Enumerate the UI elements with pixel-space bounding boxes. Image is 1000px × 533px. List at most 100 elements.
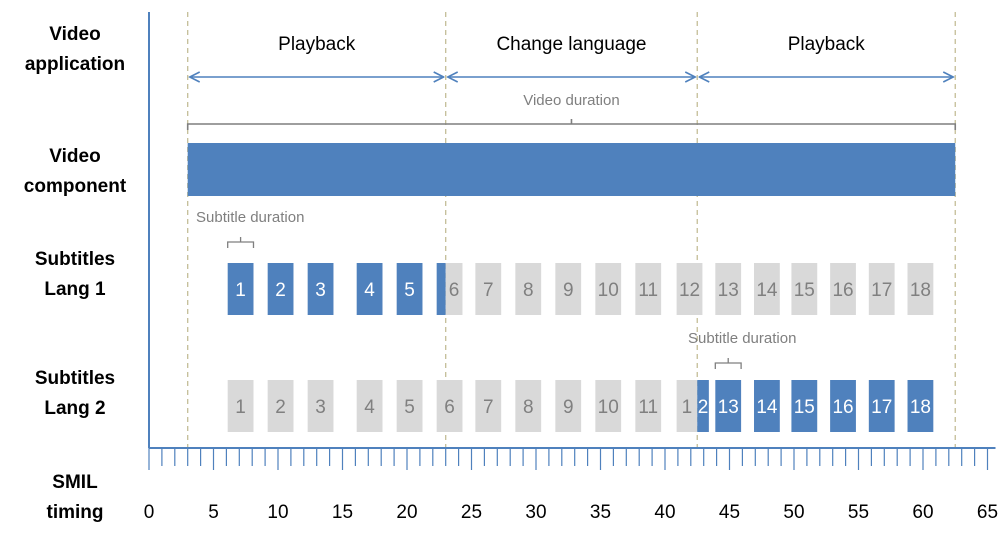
lang2-subtitle-block — [267, 380, 294, 432]
lang2-subtitle-block-label: 2 — [275, 397, 286, 418]
axis-tick-label: 15 — [332, 502, 353, 523]
axis-tick-label: 25 — [461, 502, 482, 523]
axis-tick-label: 5 — [208, 502, 219, 523]
lang2-subtitle-block — [791, 380, 818, 432]
lang2-subtitle-block — [715, 380, 742, 432]
lang2-subtitle-block — [595, 380, 622, 432]
lang2-subtitle-block — [754, 380, 780, 432]
lang2-subtitle-block-label: 3 — [315, 397, 326, 418]
row-label-video-component: Video component — [0, 142, 150, 202]
lang2-subtitle-block — [436, 380, 463, 432]
subtitle-duration-bracket — [714, 358, 742, 369]
lang1-subtitle-block — [676, 263, 703, 315]
lang1-subtitle-block — [267, 263, 294, 315]
lang1-subtitle-block — [907, 263, 934, 315]
row-label-line: Lang 1 — [44, 279, 106, 300]
lang2-subtitle-block-label: 15 — [794, 397, 815, 418]
row-label-subtitles-lang2: Subtitles Lang 2 — [0, 364, 150, 424]
axis-tick-label: 55 — [848, 502, 869, 523]
lang1-subtitle-block-label: 16 — [832, 280, 853, 301]
lang1-subtitle-block-label: 13 — [718, 280, 739, 301]
phase-label: Change language — [496, 34, 646, 55]
lang2-subtitle-block-label: 9 — [563, 397, 574, 418]
lang1-subtitle-block — [595, 263, 622, 315]
lang2-subtitle-block — [868, 380, 895, 432]
subtitle-duration-label: Subtitle duration — [196, 209, 304, 226]
lang1-subtitle-block-label: 9 — [563, 280, 574, 301]
lang1-subtitle-block-label: 8 — [523, 280, 534, 301]
lang1-subtitle-block — [445, 263, 463, 315]
axis-tick-label: 45 — [719, 502, 740, 523]
row-label-video-application: Video application — [0, 20, 150, 80]
lang1-subtitle-block — [791, 263, 818, 315]
lang1-subtitle-block — [830, 263, 856, 315]
video-component-bar — [187, 143, 956, 196]
row-label-smil-timing: SMIL timing — [0, 468, 150, 528]
lang1-subtitle-block — [635, 263, 662, 315]
lang1-subtitle-block-label: 2 — [275, 280, 286, 301]
video-duration-bracket — [186, 119, 957, 130]
lang1-subtitle-block — [754, 263, 780, 315]
lang2-subtitle-block-label: 6 — [444, 397, 455, 418]
lang2-subtitle-block-label: 14 — [756, 397, 778, 418]
lang2-subtitle-block — [307, 380, 334, 432]
lang1-subtitle-block-label: 12 — [679, 280, 700, 301]
lang2-subtitle-block-label: 18 — [910, 397, 931, 418]
lang2-subtitle-block-label: 8 — [523, 397, 534, 418]
lang2-subtitle-block — [830, 380, 856, 432]
lang2-subtitle-block-label: 17 — [871, 397, 892, 418]
lang2-subtitle-block-label: 11 — [638, 397, 658, 418]
lang1-subtitle-block-label: 6 — [449, 280, 460, 301]
phase-label: Playback — [788, 34, 866, 55]
lang2-subtitle-block — [475, 380, 502, 432]
lang2-subtitle-block-label: 2 — [698, 397, 709, 418]
axis-tick-label: 50 — [783, 502, 804, 523]
row-label-line: SMIL — [52, 472, 98, 493]
lang1-subtitle-block-label: 17 — [871, 280, 892, 301]
lang1-subtitle-block — [475, 263, 502, 315]
lang2-subtitle-block — [227, 380, 254, 432]
lang2-subtitle-block — [356, 380, 383, 432]
lang1-subtitle-block — [307, 263, 334, 315]
lang2-subtitle-block — [515, 380, 542, 432]
axis-tick-label: 30 — [525, 502, 546, 523]
axis-tick-label: 20 — [396, 502, 417, 523]
lang1-subtitle-block-label: 5 — [404, 280, 415, 301]
axis-tick-label: 40 — [654, 502, 675, 523]
lang1-subtitle-block — [396, 263, 423, 315]
lang2-subtitle-block — [907, 380, 934, 432]
subtitle-duration-bracket — [227, 237, 255, 248]
lang2-subtitle-block-label: 4 — [364, 397, 375, 418]
lang2-subtitle-block-label: 16 — [832, 397, 853, 418]
row-label-line: Video — [49, 24, 101, 45]
video-duration-label: Video duration — [523, 92, 619, 109]
lang1-subtitle-block — [715, 263, 742, 315]
lang1-subtitle-block — [868, 263, 895, 315]
subtitle-duration-label: Subtitle duration — [688, 330, 796, 347]
row-label-line: Lang 2 — [44, 398, 106, 419]
row-label-line: Subtitles — [34, 249, 116, 270]
lang1-subtitle-block — [436, 263, 446, 315]
lang1-subtitle-block-label: 3 — [315, 280, 326, 301]
row-label-line: Subtitles — [34, 368, 116, 389]
row-label-subtitles-lang1: Subtitles Lang 1 — [0, 245, 150, 305]
axis-tick-label: 10 — [267, 502, 288, 523]
axis-tick-label: 60 — [912, 502, 933, 523]
lang1-subtitle-block — [356, 263, 383, 315]
lang1-subtitle-block — [515, 263, 542, 315]
lang1-subtitle-block — [555, 263, 582, 315]
axis-tick-label: 0 — [144, 502, 155, 523]
lang2-subtitle-block-label: 1 — [235, 397, 246, 418]
row-label-line: timing — [46, 502, 104, 523]
lang1-subtitle-block-label: 15 — [794, 280, 815, 301]
lang1-subtitle-block-label: 7 — [483, 280, 494, 301]
row-label-line: Video — [49, 146, 101, 167]
lang1-subtitle-block — [227, 263, 254, 315]
lang1-subtitle-block-label: 14 — [756, 280, 778, 301]
row-label-line: component — [23, 176, 127, 197]
lang2-subtitle-block — [635, 380, 662, 432]
phase-label: Playback — [278, 34, 356, 55]
lang1-subtitle-block-label: 1 — [235, 280, 246, 301]
